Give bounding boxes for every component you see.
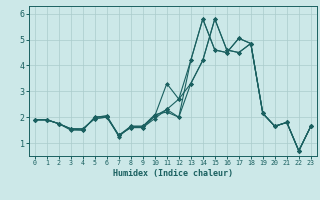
X-axis label: Humidex (Indice chaleur): Humidex (Indice chaleur) bbox=[113, 169, 233, 178]
